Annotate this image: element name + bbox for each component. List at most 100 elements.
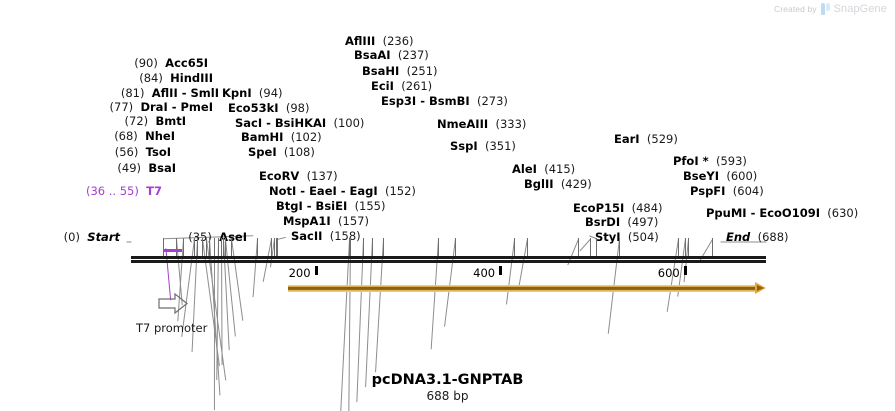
site-name: End [726,230,751,244]
enzyme-label[interactable]: (77) DraI - PmeI [0,101,213,114]
enzyme-label[interactable]: PspFI (604) [690,185,764,198]
enzyme-label[interactable]: BseYI (600) [683,170,757,183]
site-name: NheI [145,129,175,143]
enzyme-label[interactable]: BsaAI (237) [354,49,429,62]
site-position: (137) [306,169,338,183]
site-position: (157) [338,214,369,228]
snapgene-watermark: Created by SnapGene [774,3,887,15]
site-position: (56) [114,145,139,159]
site-tick [527,238,528,256]
enzyme-label[interactable]: BsrDI (497) [585,216,658,229]
site-tick [274,238,275,256]
leader-line [277,236,286,240]
ruler-tick [499,266,503,275]
site-position: (273) [476,94,508,108]
t7-feature-label[interactable]: (36 .. 55) T7 [0,185,162,198]
orf-arrow[interactable] [287,282,766,294]
site-tick [678,238,679,256]
ruler-label: 400 [473,266,496,280]
site-name: BamHI [241,130,284,144]
site-name: Start [87,230,120,244]
site-position: (415) [544,162,576,176]
enzyme-label[interactable]: EarI (529) [614,133,678,146]
t7-promoter-arrow-icon[interactable] [157,293,189,319]
leader-line [375,238,384,373]
enzyme-label[interactable]: (81) AflII - SmlI [0,87,219,100]
end-marker-label[interactable]: End (688) [726,231,789,244]
site-name: BmtI [155,114,186,128]
site-position: (593) [715,154,747,168]
orf-arrow-shaft [287,285,757,292]
site-name: Eco53kI [228,101,279,115]
enzyme-label[interactable]: AflIII (236) [345,35,414,48]
enzyme-label[interactable]: AleI (415) [512,163,575,176]
enzyme-label[interactable]: BamHI (102) [241,131,322,144]
enzyme-label[interactable]: SacII (158) [291,230,361,243]
site-name: DraI - PmeI [140,100,213,114]
site-tick [225,238,226,256]
site-tick [578,238,579,256]
enzyme-label[interactable]: StyI (504) [595,231,659,244]
enzyme-label[interactable]: PfoI * (593) [673,155,747,168]
site-name: EarI [614,132,640,146]
enzyme-label[interactable]: (68) NheI [0,130,175,143]
enzyme-label[interactable]: EcoRV (137) [259,170,338,183]
site-name: MspA1I [283,214,331,228]
enzyme-label[interactable]: SacI - BsiHKAI (100) [235,117,364,130]
enzyme-label[interactable]: Eco53kI (98) [228,102,309,115]
site-tick [596,238,597,256]
site-position: (155) [354,199,386,213]
site-tick [685,238,686,256]
enzyme-label[interactable]: (56) TsoI [0,146,171,159]
backbone-lower-rule [131,260,766,263]
ruler-tick [314,266,318,275]
site-name: BtgI - BsiEI [276,199,348,213]
enzyme-label[interactable]: SpeI (108) [248,146,315,159]
site-name: PpuMI - EcoO109I [706,206,820,220]
site-tick [688,238,689,256]
t7-feature-bar[interactable] [164,249,183,252]
enzyme-label[interactable]: PpuMI - EcoO109I (630) [706,207,858,220]
enzyme-label[interactable]: SspI (351) [450,140,516,153]
site-position: (77) [109,100,134,114]
site-name: NmeAIII [437,117,489,131]
enzyme-label[interactable]: NmeAIII (333) [437,118,526,131]
site-name: PfoI * [673,154,709,168]
site-tick [183,238,184,256]
site-tick [223,238,224,256]
enzyme-label[interactable]: EcoP15I (484) [573,202,663,215]
enzyme-label[interactable]: EciI (261) [371,80,432,93]
backbone-upper-rule [131,256,766,259]
enzyme-label[interactable]: BsaHI (251) [362,65,438,78]
leader-line [579,238,591,252]
enzyme-label[interactable]: (72) BmtI [0,115,186,128]
enzyme-label[interactable]: (49) BsaI [0,162,176,175]
site-position: (630) [827,206,859,220]
enzyme-label[interactable]: MspA1I (157) [283,215,369,228]
site-name: Acc65I [165,56,208,70]
site-position: (98) [285,101,310,115]
t7-promoter-label: T7 promoter [136,321,208,335]
start-marker-label[interactable]: (0) Start [0,231,120,244]
enzyme-label[interactable]: BtgI - BsiEI (155) [276,200,386,213]
site-name: AseI [219,230,247,244]
site-position: (108) [283,145,315,159]
site-name: SspI [450,139,478,153]
site-position: (236) [382,34,414,48]
site-tick [197,238,198,256]
site-name: EcoRV [259,169,300,183]
site-position: (504) [627,230,659,244]
enzyme-label[interactable]: Esp3I - BsmBI (273) [381,95,508,108]
site-name: AleI [512,162,537,176]
site-position: (688) [757,230,789,244]
enzyme-label[interactable]: BglII (429) [524,178,592,191]
enzyme-label[interactable]: (90) Acc65I [0,57,208,70]
enzyme-label[interactable]: (84) HindIII [0,72,213,85]
enzyme-label[interactable]: NotI - EaeI - EagI (152) [269,185,416,198]
site-name: BsaI [148,161,176,175]
site-position: (237) [397,48,429,62]
snapgene-logo-icon [820,3,830,15]
site-position: (604) [732,184,764,198]
enzyme-label[interactable]: KpnI (94) [222,87,283,100]
